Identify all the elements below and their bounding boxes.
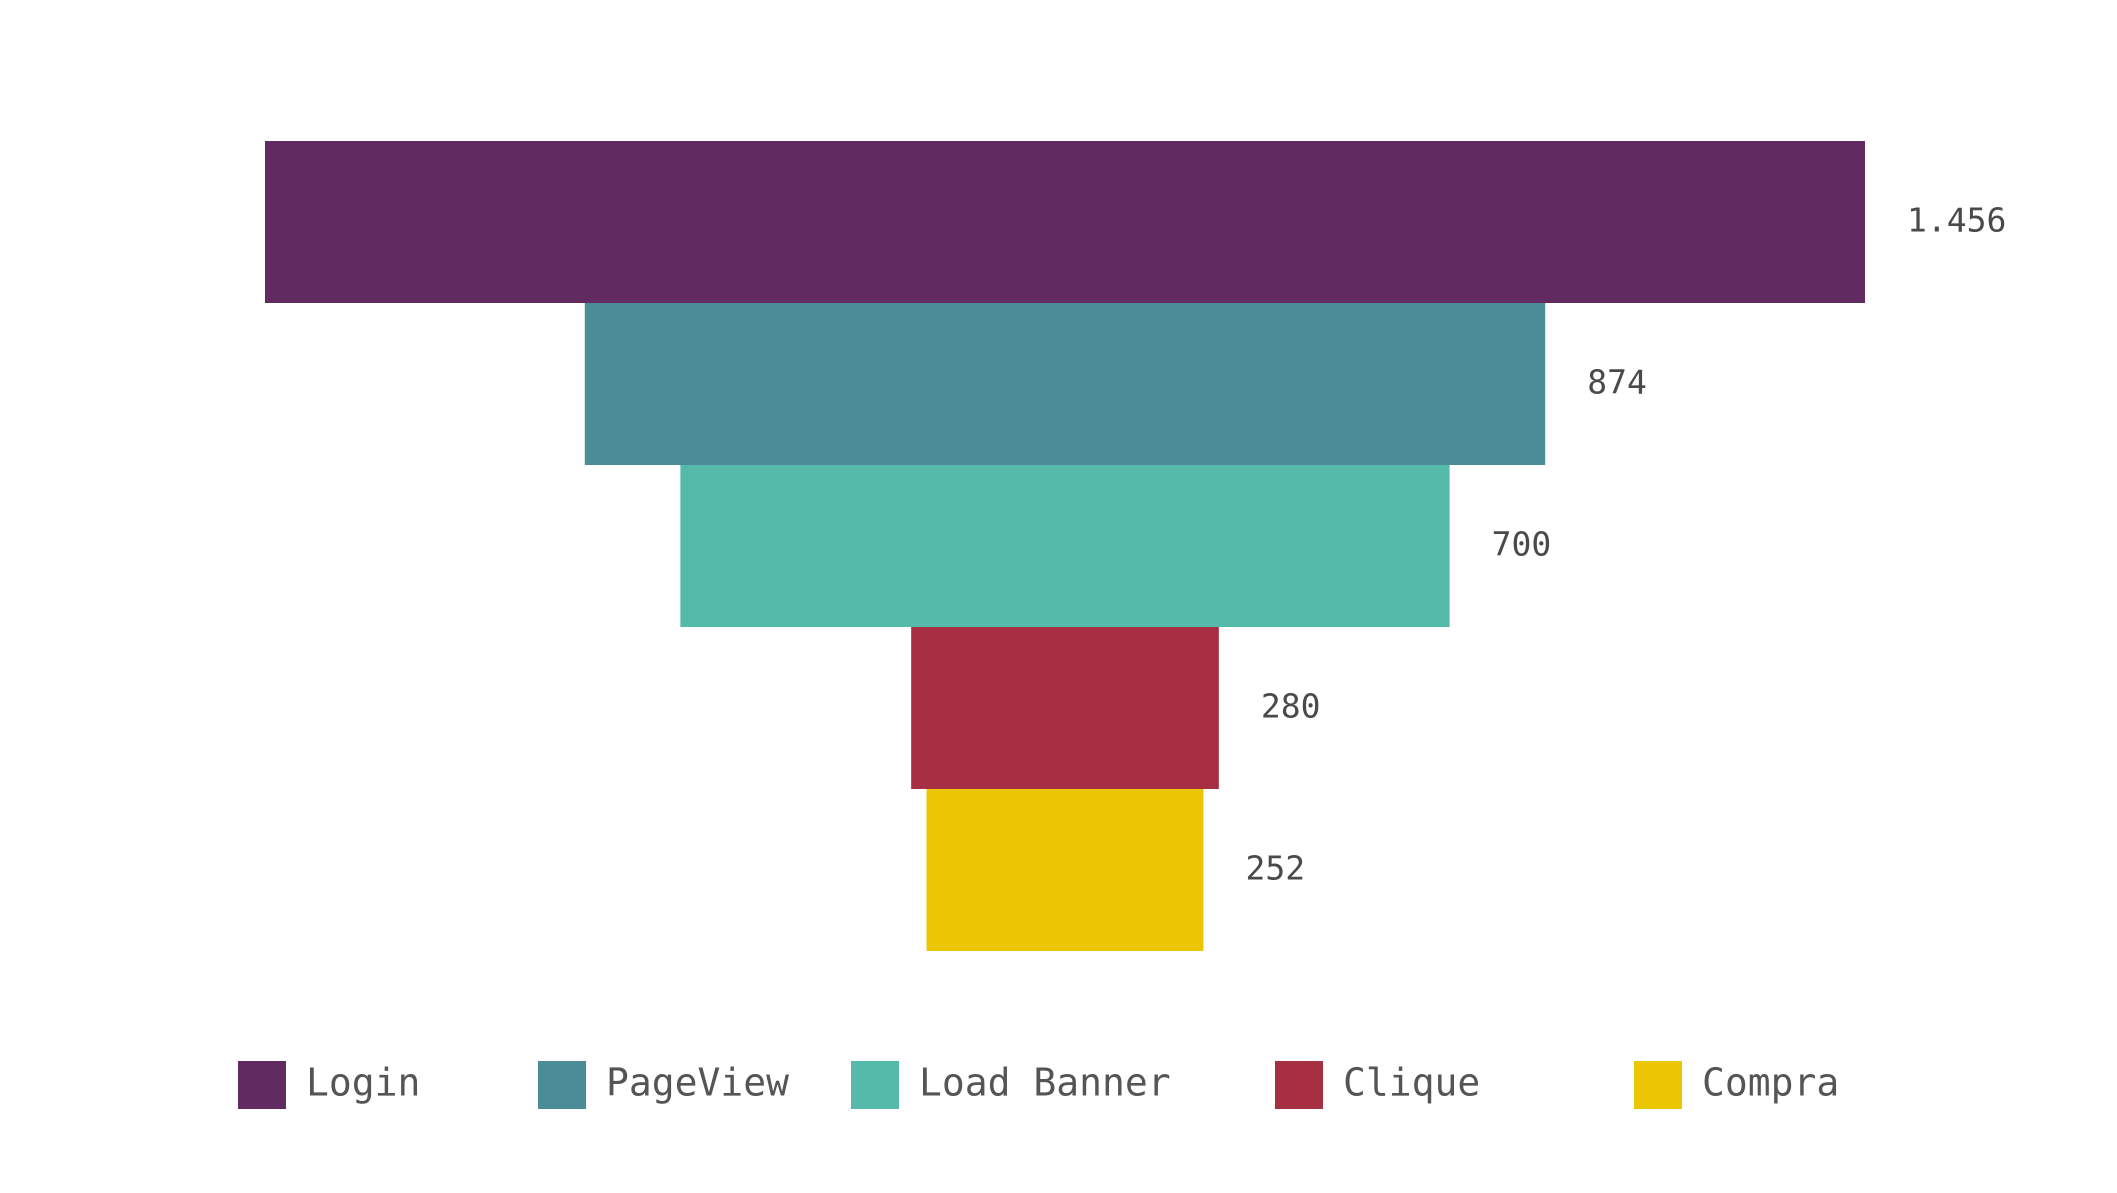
legend-swatch-clique [1275,1061,1323,1109]
value-label-clique: 280 [1261,687,1321,726]
legend-swatch-compra [1634,1061,1682,1109]
legend-item-load-banner[interactable]: Load Banner [851,1061,1171,1110]
legend: Login PageView Load Banner Clique Compra [238,1061,1839,1110]
legend-item-compra[interactable]: Compra [1634,1061,1839,1110]
legend-item-pageview[interactable]: PageView [538,1061,789,1110]
legend-label-login: Login [306,1061,420,1105]
value-label-load-banner: 700 [1492,525,1552,564]
legend-label-load-banner: Load Banner [919,1061,1171,1105]
legend-label-clique: Clique [1343,1061,1480,1105]
legend-swatch-load-banner [851,1061,899,1109]
legend-label-compra: Compra [1702,1061,1839,1105]
legend-item-clique[interactable]: Clique [1275,1061,1480,1110]
value-label-login: 1.456 [1907,201,2006,240]
value-label-pageview: 874 [1587,363,1647,402]
legend-item-login[interactable]: Login [238,1061,420,1110]
legend-swatch-login [238,1061,286,1109]
funnel-bar-load-banner [680,465,1450,627]
funnel-bar-pageview [584,303,1546,465]
funnel-bar-clique [911,627,1219,789]
legend-label-pageview: PageView [606,1061,789,1105]
funnel-value-labels: 1.456 874 700 280 252 [1245,201,2006,888]
funnel-bars [265,141,1865,951]
funnel-bar-login [265,141,1865,303]
legend-swatch-pageview [538,1061,586,1109]
value-label-compra: 252 [1245,849,1305,888]
funnel-bar-compra [926,789,1204,951]
